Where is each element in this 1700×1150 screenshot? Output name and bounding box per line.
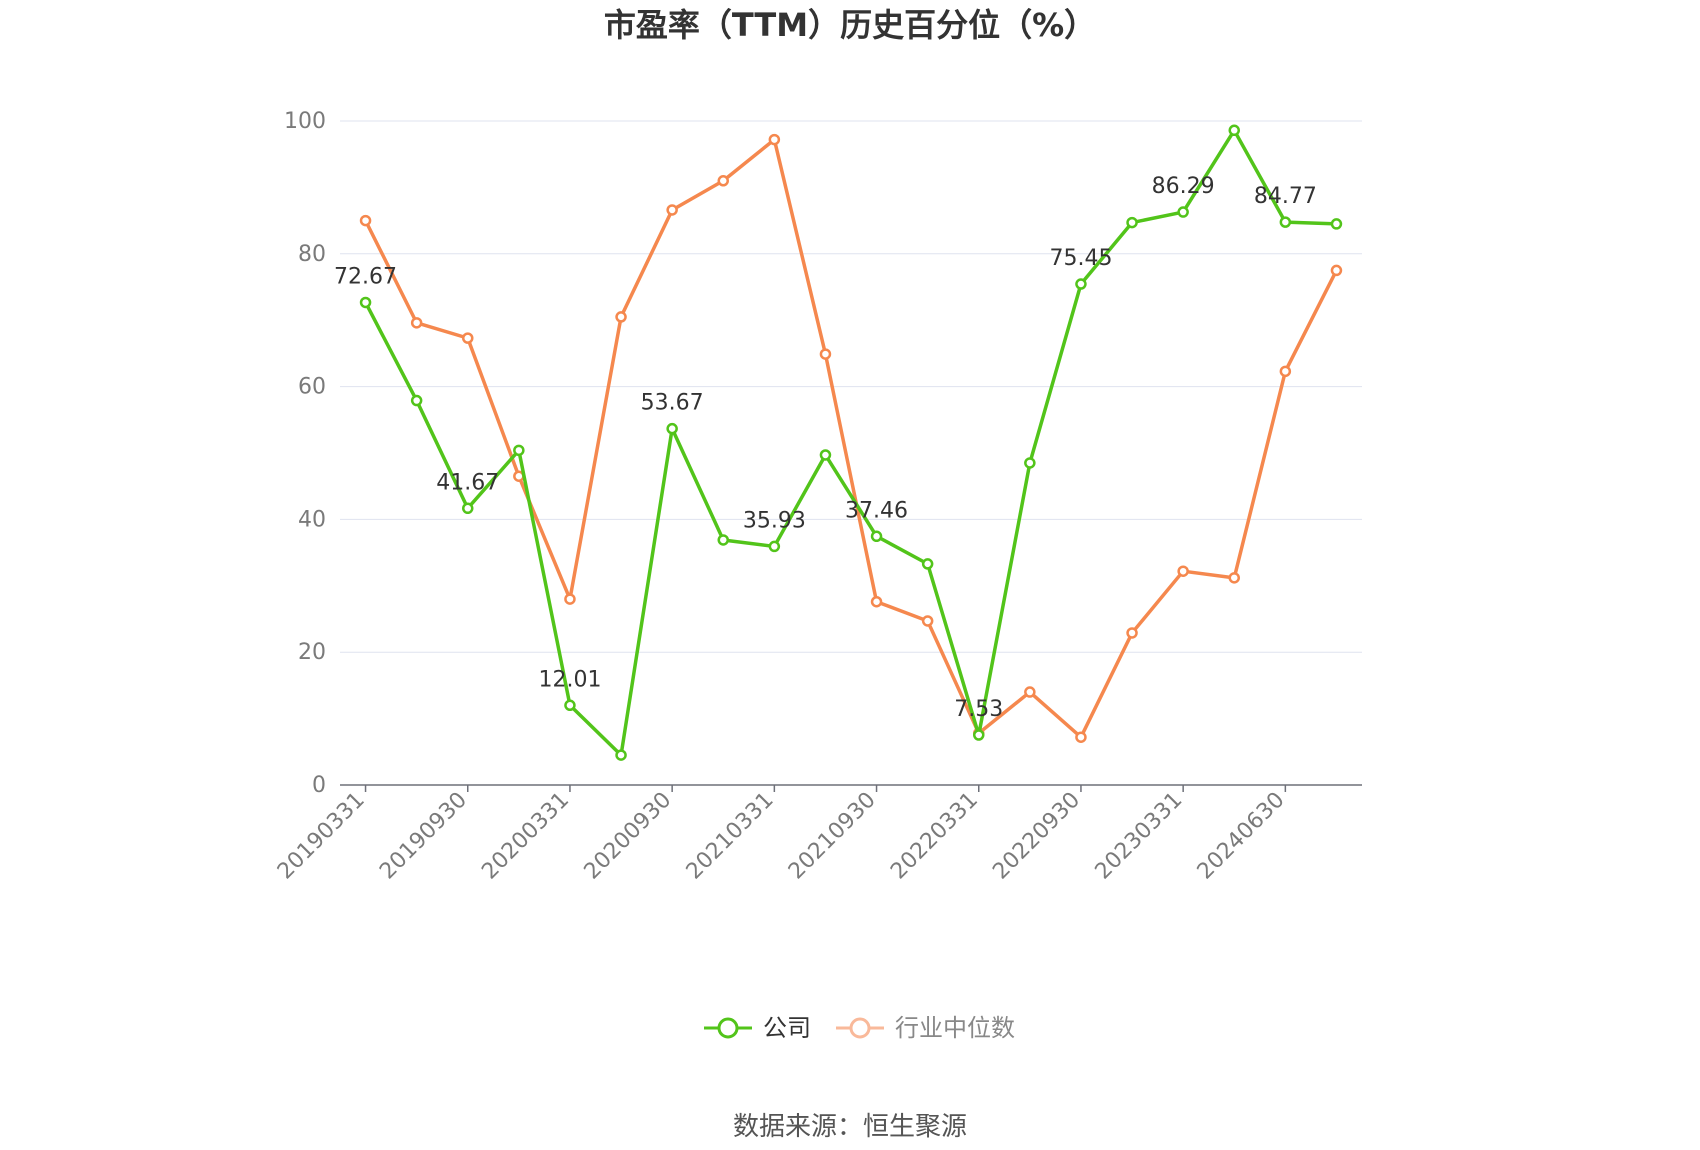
data-point[interactable] — [666, 422, 678, 435]
data-point[interactable] — [768, 540, 781, 553]
data-point[interactable] — [359, 296, 372, 309]
legend: 公司 行业中位数 — [704, 1014, 1015, 1042]
data-point[interactable] — [1177, 206, 1189, 218]
legend-label-company: 公司 — [763, 1014, 811, 1042]
y-tick-label: 0 — [312, 773, 326, 798]
data-point[interactable] — [410, 394, 423, 407]
x-tick-label: 20220930 — [988, 788, 1085, 885]
data-point[interactable] — [1024, 686, 1036, 698]
data-label: 75.45 — [1049, 246, 1112, 271]
series-industry-median — [359, 133, 1343, 743]
data-point[interactable] — [921, 558, 934, 570]
data-point[interactable] — [870, 530, 883, 543]
data-point[interactable] — [410, 317, 423, 329]
x-tick-label: 20200930 — [580, 788, 677, 885]
series-line — [363, 137, 1339, 739]
grid-layer — [340, 120, 1362, 653]
data-point[interactable] — [1228, 572, 1240, 584]
data-point[interactable] — [870, 595, 883, 608]
x-tick-label: 20220331 — [886, 788, 983, 885]
data-point[interactable] — [717, 534, 729, 546]
data-point[interactable] — [615, 749, 627, 761]
data-label: 41.67 — [436, 470, 499, 495]
data-point[interactable] — [1126, 216, 1138, 229]
data-point[interactable] — [819, 449, 832, 461]
x-tick-label: 20240630 — [1193, 788, 1290, 885]
data-point[interactable] — [615, 311, 627, 323]
series-company — [359, 124, 1343, 761]
y-tick-label: 60 — [298, 375, 326, 400]
legend-item-company[interactable]: 公司 — [704, 1014, 811, 1042]
data-point[interactable] — [666, 204, 678, 216]
legend-label-industry: 行业中位数 — [895, 1014, 1015, 1042]
y-tick-label: 100 — [284, 109, 326, 134]
chart-title: 市盈率（TTM）历史百分位（%） — [604, 6, 1096, 44]
legend-marker-industry — [849, 1017, 871, 1039]
data-label: 84.77 — [1254, 184, 1317, 209]
data-point[interactable] — [564, 699, 576, 712]
legend-item-industry[interactable]: 行业中位数 — [836, 1014, 1015, 1042]
data-point[interactable] — [564, 593, 576, 605]
x-tick-label: 20210930 — [784, 788, 881, 885]
x-tick-label: 20200331 — [477, 788, 574, 885]
data-label: 35.93 — [743, 508, 806, 533]
axis-layer: 0 20 40 60 80 100 20190331 20190930 20200331 2020… — [273, 109, 1362, 884]
data-point[interactable] — [1024, 457, 1036, 469]
data-label: 12.01 — [538, 667, 601, 692]
data-point[interactable] — [462, 332, 474, 344]
x-tick-label: 20190331 — [273, 788, 370, 885]
data-label: 53.67 — [641, 391, 704, 416]
x-tick-label: 20230331 — [1091, 788, 1188, 885]
data-point[interactable] — [1228, 124, 1240, 137]
data-point[interactable] — [973, 729, 985, 741]
data-point[interactable] — [717, 175, 729, 187]
x-tick-label: 20190930 — [375, 788, 472, 885]
data-source-note: 数据来源：恒生聚源 — [733, 1112, 967, 1142]
data-point[interactable] — [768, 133, 781, 146]
data-label-layer: 72.67 41.67 12.01 53.67 35.93 37.46 7.53 75.45 8… — [334, 174, 1317, 722]
y-tick-label: 80 — [298, 242, 326, 267]
data-point[interactable] — [462, 502, 474, 515]
data-point[interactable] — [819, 348, 832, 360]
data-label: 7.53 — [954, 697, 1003, 722]
data-point[interactable] — [513, 444, 525, 457]
series-line — [363, 128, 1337, 757]
legend-marker-company — [717, 1017, 739, 1039]
x-tick-label: 20210331 — [682, 788, 779, 885]
y-tick-label: 40 — [298, 507, 326, 532]
data-point[interactable] — [1279, 365, 1292, 378]
data-point[interactable] — [1279, 216, 1292, 228]
y-tick-label: 20 — [298, 640, 326, 665]
data-point[interactable] — [1126, 627, 1138, 639]
data-point[interactable] — [1330, 218, 1343, 230]
data-point[interactable] — [921, 615, 934, 627]
data-point[interactable] — [359, 214, 372, 227]
data-point[interactable] — [1177, 565, 1189, 577]
data-point[interactable] — [1330, 264, 1343, 277]
series-layer — [359, 124, 1343, 761]
data-point[interactable] — [1075, 731, 1087, 743]
data-point[interactable] — [1075, 278, 1087, 290]
data-label: 86.29 — [1152, 174, 1215, 199]
data-label: 72.67 — [334, 264, 397, 289]
data-label: 37.46 — [845, 498, 908, 523]
